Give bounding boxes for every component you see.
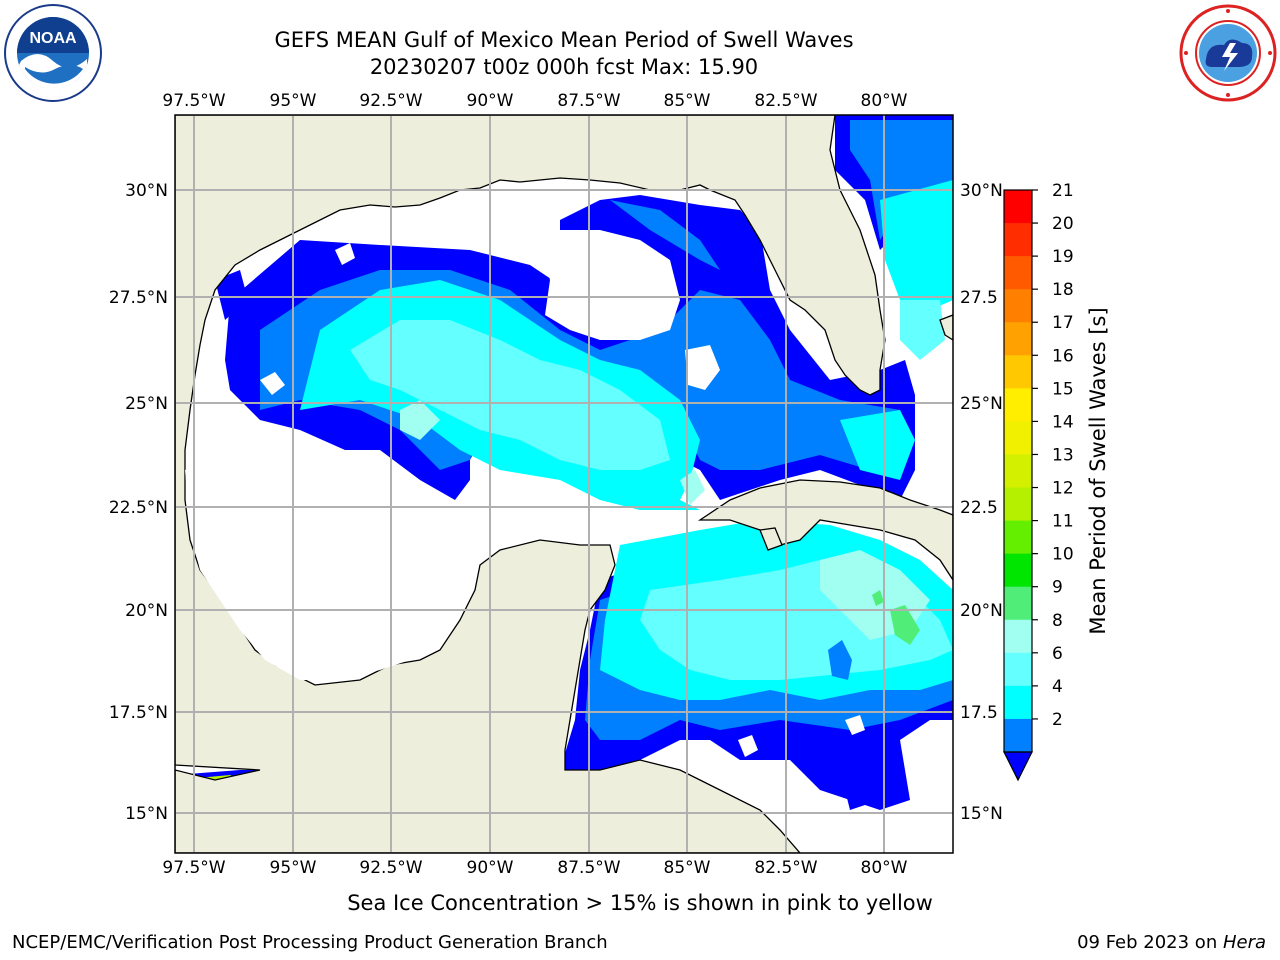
lat-tick-left: 22.5°N bbox=[109, 498, 168, 518]
lon-tick-bottom: 90°W bbox=[467, 858, 514, 878]
colorbar-band bbox=[1004, 520, 1032, 555]
map-frame bbox=[174, 114, 954, 854]
colorbar-bands bbox=[1004, 190, 1032, 753]
colorbar-band bbox=[1004, 487, 1032, 522]
colorbar-tick-label: 10 bbox=[1052, 545, 1074, 565]
colorbar-band bbox=[1004, 388, 1032, 422]
nws-logo-icon bbox=[1178, 3, 1278, 103]
lon-ticks-top: 97.5°W 95°W 92.5°W 90°W 87.5°W 85°W 82.5… bbox=[162, 91, 907, 111]
colorbar-frame bbox=[1003, 189, 1033, 753]
lat-tick-right: 15°N bbox=[960, 804, 1003, 824]
lat-tick-right: 20°N bbox=[960, 601, 1003, 621]
lon-tick-top: 97.5°W bbox=[162, 91, 225, 111]
colorbar-tick-label: 16 bbox=[1052, 346, 1074, 366]
lon-tick-bottom: 92.5°W bbox=[359, 858, 422, 878]
noaa-logo-icon: NOAA bbox=[3, 3, 103, 103]
lat-tick-left: 17.5°N bbox=[109, 703, 168, 723]
colorbar-tick-label: 9 bbox=[1052, 578, 1063, 598]
lat-tick-left: 25°N bbox=[125, 394, 168, 414]
lat-ticks-left: 30°N 27.5°N 25°N 22.5°N 20°N 17.5°N 15°N bbox=[109, 181, 168, 824]
lon-tick-bottom: 87.5°W bbox=[557, 858, 620, 878]
footer-date: 09 Feb 2023 on Hera bbox=[1077, 932, 1266, 953]
colorbar-band bbox=[1004, 586, 1032, 621]
lat-ticks-right: 30°N 27.5 25°N 22.5 20°N 17.5 15°N bbox=[960, 181, 1003, 824]
colorbar-label: Mean Period of Swell Waves [s] bbox=[1086, 307, 1110, 634]
noaa-logo-text: NOAA bbox=[29, 30, 77, 47]
lon-tick-top: 87.5°W bbox=[557, 91, 620, 111]
colorbar-tick-label: 20 bbox=[1052, 214, 1074, 234]
lon-tick-top: 90°W bbox=[467, 91, 514, 111]
colorbar-tick-label: 8 bbox=[1052, 611, 1063, 631]
colorbar-band bbox=[1004, 652, 1032, 687]
lat-tick-left: 30°N bbox=[125, 181, 168, 201]
colorbar-tick-label: 21 bbox=[1052, 181, 1074, 201]
colorbar-tick-label: 2 bbox=[1052, 710, 1063, 730]
lat-tick-right: 25°N bbox=[960, 394, 1003, 414]
colorbar-tick-label: 4 bbox=[1052, 677, 1063, 697]
colorbar-tick-label: 6 bbox=[1052, 644, 1063, 664]
colorbar-band bbox=[1004, 190, 1032, 224]
colorbar-band bbox=[1004, 256, 1032, 290]
lat-tick-right: 27.5 bbox=[960, 288, 998, 308]
map-title: GEFS MEAN Gulf of Mexico Mean Period of … bbox=[274, 28, 854, 52]
colorbar: 21 20 19 18 17 16 15 14 13 12 11 10 9 8 6 4 2 Mean Perio… bbox=[1003, 181, 1110, 782]
land-masses bbox=[175, 115, 953, 853]
colorbar-band bbox=[1004, 718, 1032, 753]
lat-tick-left: 15°N bbox=[125, 804, 168, 824]
lon-tick-bottom: 95°W bbox=[270, 858, 317, 878]
colorbar-tick-label: 11 bbox=[1052, 512, 1074, 532]
lon-ticks-bottom: 97.5°W 95°W 92.5°W 90°W 87.5°W 85°W 82.5… bbox=[162, 858, 907, 878]
lat-tick-right: 22.5 bbox=[960, 498, 998, 518]
colorbar-tick-label: 18 bbox=[1052, 280, 1074, 300]
footer-host: Hera bbox=[1222, 932, 1266, 953]
lon-tick-top: 95°W bbox=[270, 91, 317, 111]
lon-tick-bottom: 85°W bbox=[664, 858, 711, 878]
lon-tick-top: 80°W bbox=[861, 91, 908, 111]
map-subtitle: 20230207 t00z 000h fcst Max: 15.90 bbox=[369, 55, 759, 79]
colorbar-band bbox=[1004, 619, 1032, 654]
colorbar-band bbox=[1004, 454, 1032, 489]
colorbar-band bbox=[1004, 421, 1032, 455]
colorbar-tick-label: 15 bbox=[1052, 379, 1074, 399]
footer-credit: NCEP/EMC/Verification Post Processing Pr… bbox=[12, 932, 608, 953]
colorbar-tick-label: 13 bbox=[1052, 445, 1074, 465]
colorbar-band bbox=[1004, 553, 1032, 588]
lat-tick-right: 17.5 bbox=[960, 703, 998, 723]
colorbar-band bbox=[1004, 355, 1032, 389]
colorbar-band bbox=[1004, 685, 1032, 720]
colorbar-tick-label: 17 bbox=[1052, 313, 1074, 333]
colorbar-band bbox=[1004, 322, 1032, 356]
colorbar-tick-label: 14 bbox=[1052, 412, 1074, 432]
colorbar-band bbox=[1004, 289, 1032, 323]
lon-tick-bottom: 80°W bbox=[861, 858, 908, 878]
lon-tick-top: 82.5°W bbox=[754, 91, 817, 111]
colorbar-ticks: 21 20 19 18 17 16 15 14 13 12 11 10 9 8 6 4 2 bbox=[1032, 181, 1074, 730]
lon-tick-bottom: 97.5°W bbox=[162, 858, 225, 878]
colorbar-band bbox=[1004, 223, 1032, 257]
lat-tick-left: 20°N bbox=[125, 601, 168, 621]
lon-tick-bottom: 82.5°W bbox=[754, 858, 817, 878]
graticule bbox=[175, 115, 953, 853]
sea-ice-caption: Sea Ice Concentration > 15% is shown in … bbox=[347, 891, 933, 915]
lon-tick-top: 85°W bbox=[664, 91, 711, 111]
footer-date-text: 09 Feb 2023 on bbox=[1077, 932, 1223, 953]
lat-tick-left: 27.5°N bbox=[109, 288, 168, 308]
colorbar-tick-label: 12 bbox=[1052, 479, 1074, 499]
map-area bbox=[175, 115, 953, 853]
colorbar-tick-label: 19 bbox=[1052, 247, 1074, 267]
colorbar-extend-triangle bbox=[1003, 751, 1033, 782]
lon-tick-top: 92.5°W bbox=[359, 91, 422, 111]
lat-tick-right: 30°N bbox=[960, 181, 1003, 201]
data-gaps bbox=[185, 230, 953, 757]
